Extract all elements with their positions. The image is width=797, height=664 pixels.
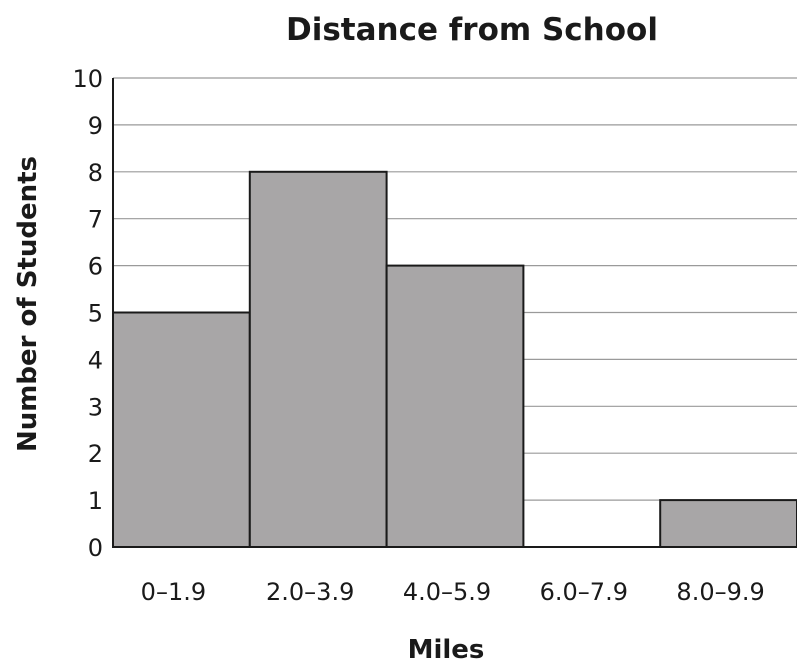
x-tick-label: 0–1.9 [141, 578, 206, 606]
bar [248, 170, 388, 549]
y-tick-label: 10 [72, 65, 103, 93]
y-tick-label: 7 [88, 206, 103, 234]
bar [385, 264, 525, 548]
chart-title: Distance from School [286, 12, 658, 48]
x-tick-label: 8.0–9.9 [676, 578, 764, 606]
bar [659, 499, 797, 549]
y-tick-label: 3 [88, 393, 103, 421]
y-tick-label: 4 [88, 346, 103, 374]
x-tick-labels: 0–1.9 2.0–3.9 4.0–5.9 6.0–7.9 8.0–9.9 [141, 578, 765, 606]
bar [112, 311, 251, 548]
y-tick-label: 1 [88, 487, 103, 515]
x-tick-label: 2.0–3.9 [266, 578, 354, 606]
y-tick-label: 5 [88, 300, 103, 328]
x-tick-label: 6.0–7.9 [540, 578, 628, 606]
y-tick-label: 0 [88, 534, 103, 562]
x-tick-label: 4.0–5.9 [403, 578, 491, 606]
y-tick-label: 2 [88, 440, 103, 468]
y-tick-label: 9 [88, 112, 103, 140]
y-axis-label: Number of Students [13, 156, 43, 452]
x-axis-label: Miles [408, 635, 485, 664]
y-tick-labels: 0 1 2 3 4 5 6 7 8 9 10 [72, 65, 103, 562]
y-tick-label: 6 [88, 253, 103, 281]
y-tick-label: 8 [88, 159, 103, 187]
